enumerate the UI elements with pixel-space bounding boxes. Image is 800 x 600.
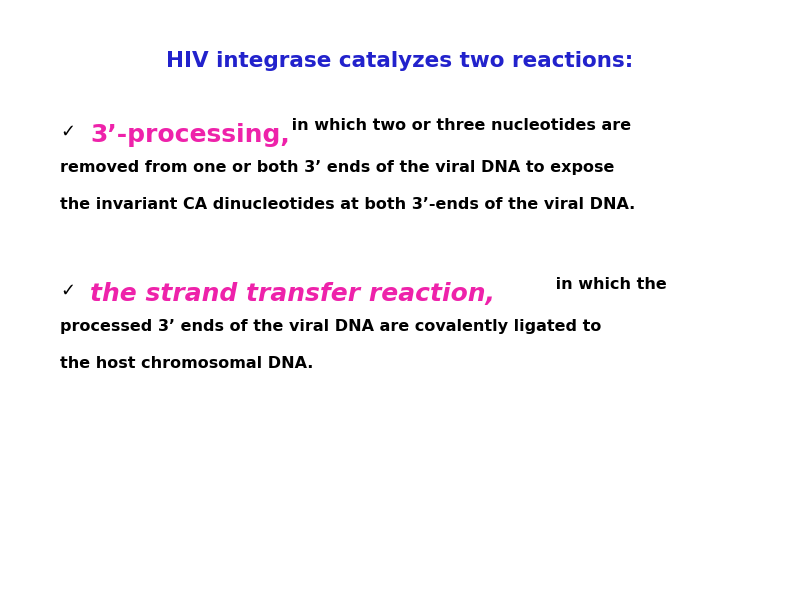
Text: removed from one or both 3’ ends of the viral DNA to expose: removed from one or both 3’ ends of the … [60,160,614,175]
Text: in which the: in which the [550,277,667,292]
Text: processed 3’ ends of the viral DNA are covalently ligated to: processed 3’ ends of the viral DNA are c… [60,319,602,334]
Text: ✓: ✓ [60,123,75,141]
Text: ✓: ✓ [60,282,75,300]
Text: the strand transfer reaction,: the strand transfer reaction, [90,282,495,306]
Text: HIV integrase catalyzes two reactions:: HIV integrase catalyzes two reactions: [166,51,634,71]
Text: the invariant CA dinucleotides at both 3’-ends of the viral DNA.: the invariant CA dinucleotides at both 3… [60,197,635,212]
Text: in which two or three nucleotides are: in which two or three nucleotides are [286,118,631,133]
Text: 3’-processing,: 3’-processing, [90,123,290,147]
Text: the host chromosomal DNA.: the host chromosomal DNA. [60,356,314,371]
